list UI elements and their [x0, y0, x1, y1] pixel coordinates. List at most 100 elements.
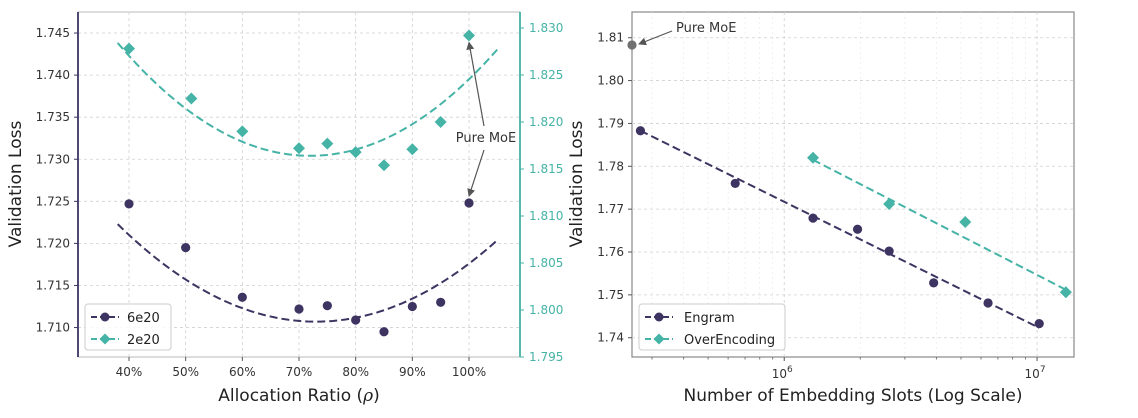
point-6e20: [379, 327, 389, 337]
point-6e20: [124, 199, 134, 209]
point-2e20: [123, 42, 135, 55]
point-2e20: [293, 142, 305, 155]
point-2e20: [236, 125, 249, 138]
left-x-tick-label: 50%: [172, 365, 199, 379]
point-6e20: [407, 301, 417, 312]
left-fit-lines: [116, 42, 499, 323]
left-x-tick-label: 40%: [116, 365, 143, 379]
legend-marker-overencoding: [653, 333, 665, 345]
right-y-ticks: 1.74 1.75 1.76 1.77 1.78 1.79 1.80 1.81: [597, 31, 632, 345]
right-annotations: Pure MoE: [627, 21, 736, 50]
right-chart-y-tick-label: 1.74: [597, 331, 624, 345]
left-y-tick-label: 1.730: [36, 152, 70, 166]
point-OverEncoding: [807, 151, 820, 164]
point-6e20: [464, 198, 474, 208]
right-x-ticks: 106 107: [651, 357, 1046, 381]
point-2e20: [378, 159, 390, 172]
legend-label-overencoding: OverEncoding: [684, 333, 775, 348]
left-y-tick-label: 1.720: [36, 236, 70, 250]
left-x-tick-label: 60%: [229, 365, 256, 379]
legend-marker-6e20: [100, 312, 110, 322]
point-OverEncoding: [959, 216, 972, 228]
point-2e20: [463, 29, 475, 42]
right-plot-frame: [631, 11, 1075, 358]
left-y-axis-label: Validation Loss: [6, 121, 26, 248]
right-x-tick-label: 107: [1025, 365, 1046, 381]
left-y-tick-label: 1.735: [36, 110, 70, 124]
right-y-tick-label: 1.815: [529, 162, 563, 176]
fit-line-6e20: [116, 223, 498, 323]
point-2e20: [434, 115, 447, 128]
fit-line-2e20: [116, 42, 499, 157]
legend-label-engram: Engram: [684, 311, 735, 326]
right-y-tick-label: 1.800: [529, 303, 563, 317]
left-annotation-pure-moe: Pure MoE: [456, 131, 516, 146]
left-annotations: Pure MoE: [456, 41, 516, 197]
right-chart-y-tick-label: 1.81: [597, 31, 624, 45]
left-data-points: [123, 29, 475, 337]
right-y-tick-label: 1.810: [529, 209, 563, 223]
right-chart-y-tick-label: 1.75: [597, 288, 624, 302]
right-chart: Pure MoE 106 107 1.74 1.75 1.76 1.77 1.78 1.79…: [567, 11, 1075, 406]
right-legend: Engram OverEncoding: [638, 303, 786, 351]
legend-marker-engram: [654, 312, 664, 322]
point-Engram: [929, 278, 939, 288]
left-x-axis-label: Allocation Ratio (ρ): [218, 386, 380, 406]
point-6e20: [436, 297, 446, 307]
point-2e20: [406, 143, 419, 156]
right-chart-y-tick-label: 1.80: [597, 74, 624, 88]
left-annotation-arrow: [467, 149, 485, 197]
left-chart: Pure MoE 40% 50% 60% 70% 80% 90% 100% 1.7101.7…: [6, 11, 563, 406]
right-legend-box: [638, 303, 786, 351]
pure-moe-point: [627, 40, 637, 50]
legend-label-6e20: 6e20: [127, 311, 160, 326]
point-Engram: [983, 298, 993, 308]
point-Engram: [808, 213, 818, 223]
point-OverEncoding: [883, 198, 896, 210]
right-x-axis-label: Number of Embedding Slots (Log Scale): [684, 386, 1023, 406]
point-2e20: [321, 137, 334, 150]
right-chart-y-tick-label: 1.79: [597, 116, 624, 130]
right-fit-lines: [640, 129, 1067, 329]
left-y-ticks: 1.710 1.715 1.720 1.725 1.730 1.735 1.740 1.745: [36, 26, 78, 335]
left-x-tick-label: 100%: [452, 365, 486, 379]
right-y-axis-label: Validation Loss: [567, 121, 587, 248]
point-6e20: [294, 304, 304, 314]
left-x-tick-label: 90%: [399, 365, 426, 379]
point-Engram: [852, 224, 863, 234]
legend-marker-2e20: [99, 333, 111, 345]
right-annotation-pure-moe: Pure MoE: [676, 21, 736, 36]
left-annotation-arrow: [466, 41, 485, 127]
left-y-tick-label: 1.740: [36, 68, 70, 82]
left-y-tick-label: 1.725: [36, 194, 70, 208]
fit-line-Engram: [640, 129, 1040, 329]
right-y-tick-label: 1.820: [529, 115, 563, 129]
fit-line-OverEncoding: [812, 158, 1067, 291]
right-y-tick-label: 1.805: [529, 256, 563, 270]
left-x-ticks: 40% 50% 60% 70% 80% 90% 100%: [116, 357, 486, 379]
right-annotation-arrow: [638, 30, 673, 46]
point-Engram: [635, 126, 646, 136]
right-x-tick-label: 106: [772, 365, 793, 381]
left-y-tick-label: 1.745: [36, 26, 70, 40]
left-x-tick-label: 70%: [286, 365, 313, 379]
point-Engram: [1034, 318, 1044, 329]
right-y-tick-label: 1.825: [529, 68, 563, 82]
point-6e20: [237, 292, 247, 302]
left-grid: [78, 12, 520, 357]
point-6e20: [181, 243, 191, 253]
point-2e20: [185, 92, 198, 105]
point-6e20: [351, 315, 361, 325]
right-chart-y-tick-label: 1.76: [597, 245, 624, 259]
point-6e20: [322, 301, 332, 311]
point-OverEncoding: [1059, 286, 1072, 299]
point-Engram: [884, 246, 894, 256]
right-data-points: [635, 126, 1072, 329]
left-y-tick-label: 1.715: [36, 278, 70, 292]
legend-label-2e20: 2e20: [127, 333, 160, 348]
right-y-ticks: 1.795 1.800 1.805 1.810 1.815 1.820 1.825 1.830: [520, 21, 563, 364]
right-y-tick-label: 1.830: [529, 21, 563, 35]
point-Engram: [730, 178, 740, 189]
